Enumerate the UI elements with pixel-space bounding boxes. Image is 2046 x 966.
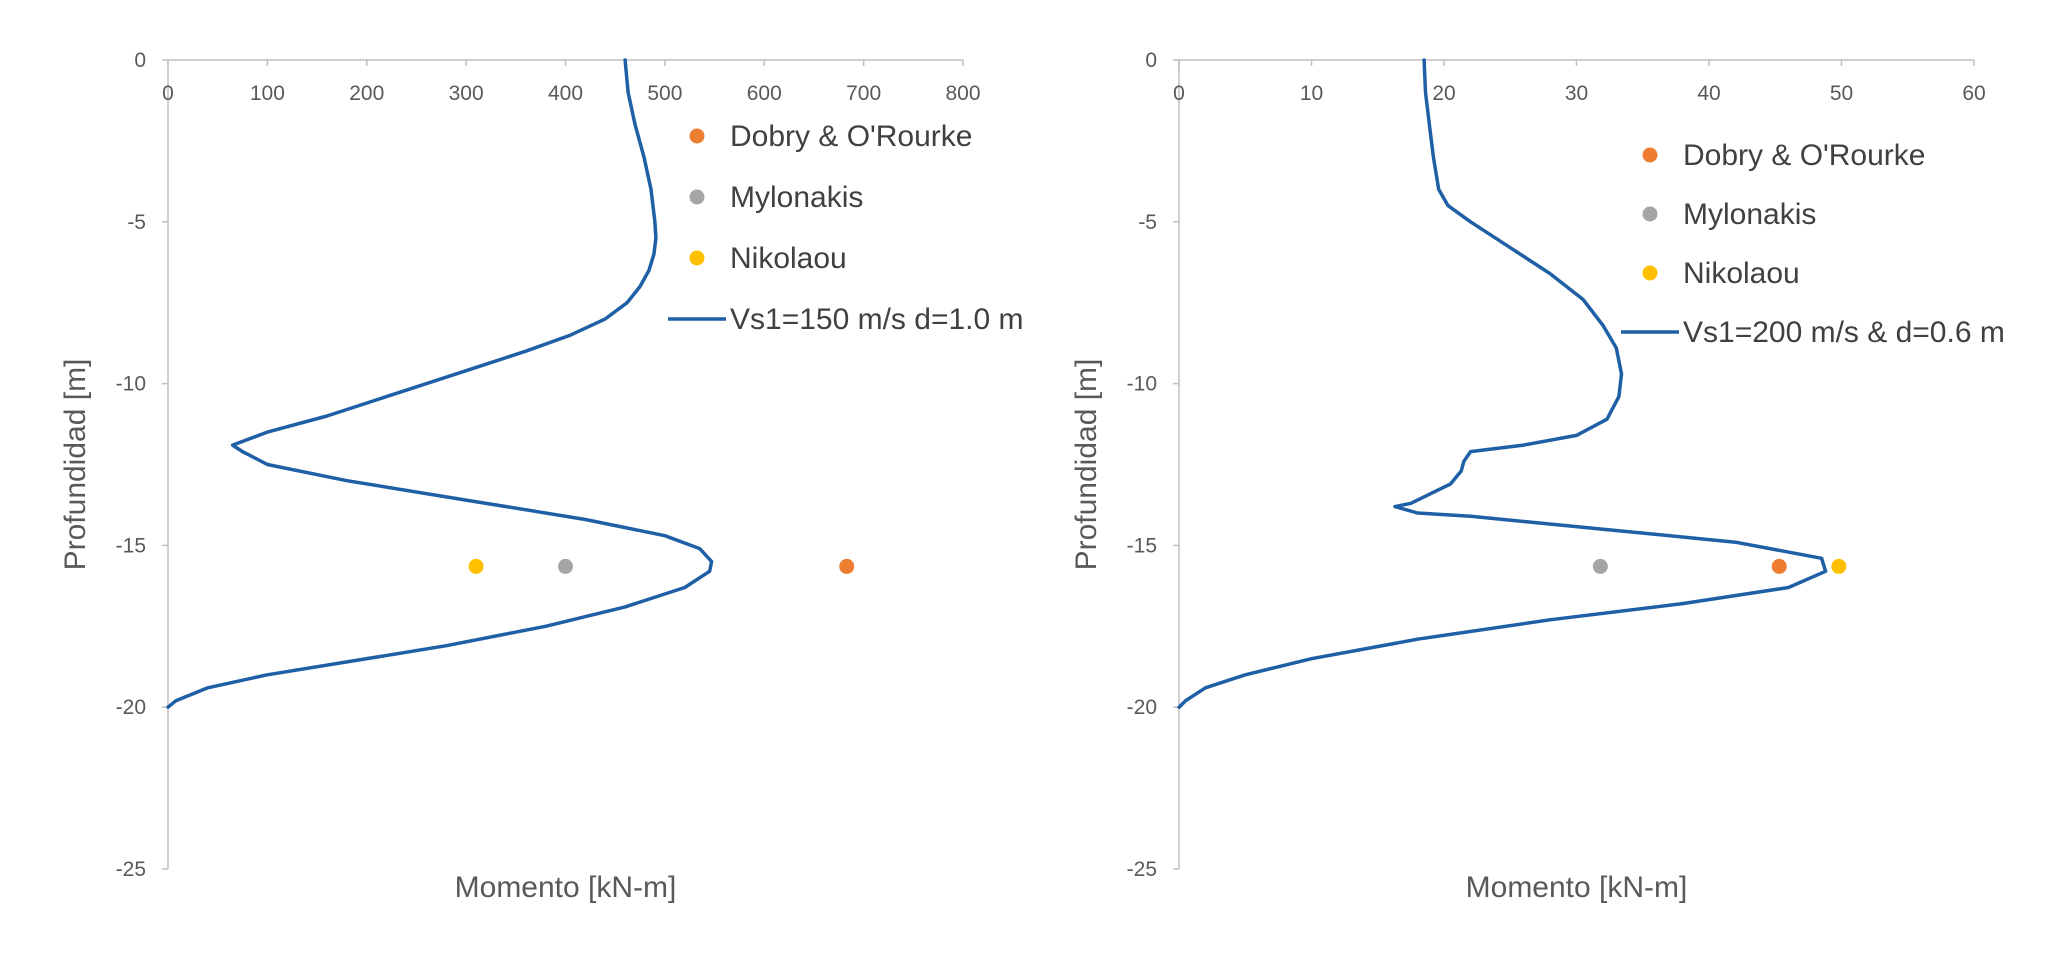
- x-tick-label: 10: [1300, 82, 1323, 105]
- x-tick-label: 20: [1432, 82, 1455, 105]
- x-tick-label: 300: [449, 82, 484, 105]
- y-tick-label: -20: [116, 696, 146, 719]
- x-tick-label: 700: [846, 82, 881, 105]
- y-tick-label: -20: [1127, 696, 1157, 719]
- y-tick-label: -25: [116, 858, 146, 881]
- legend-label: Mylonakis: [1683, 198, 1816, 231]
- legend-marker: [689, 189, 705, 205]
- legend-label: Vs1=200 m/s & d=0.6 m: [1683, 316, 2005, 349]
- y-tick-label: 0: [1145, 49, 1157, 72]
- data-point-2: [1592, 558, 1608, 574]
- x-tick-label: 40: [1697, 82, 1720, 105]
- legend-label: Dobry & O'Rourke: [730, 120, 972, 153]
- chart-1: 0 100 200 300 400 500 600 700 800 0 -5 -10 -15 -20 -25…: [59, 49, 1024, 904]
- x-tick-label: 100: [250, 82, 285, 105]
- data-point-2: [558, 558, 573, 574]
- chart-2: 0 10 20 30 40 50 60 0 -5 -10 -15 -20 -25 Momento [kN-…: [1070, 49, 2005, 904]
- data-point-3: [1831, 558, 1847, 574]
- x-tick-label: 800: [945, 82, 980, 105]
- series-line-1: [166, 58, 714, 709]
- y-tick-label: -10: [1127, 373, 1157, 396]
- legend: Dobry & O'Rourke Mylonakis Nikolaou Vs1=200…: [1621, 139, 2005, 349]
- y-tick-label: -5: [127, 211, 146, 234]
- y-axis-title: Profundidad [m]: [59, 359, 92, 571]
- x-tick-label: 30: [1565, 82, 1588, 105]
- x-tick-label: 200: [349, 82, 384, 105]
- data-point-1: [839, 558, 855, 574]
- x-tick-label: 60: [1962, 82, 1985, 105]
- data-point-1: [1771, 558, 1787, 574]
- legend-label: Dobry & O'Rourke: [1683, 139, 1925, 172]
- y-tick-label: -25: [1127, 858, 1157, 881]
- x-tick-label: 500: [647, 82, 682, 105]
- y-tick-label: -10: [116, 373, 146, 396]
- legend-marker: [1642, 206, 1658, 222]
- legend-label: Nikolaou: [730, 242, 847, 275]
- x-tick-label: 0: [1173, 82, 1185, 105]
- y-axis-title: Profundidad [m]: [1070, 359, 1103, 571]
- data-point-3: [468, 558, 484, 574]
- legend-label: Nikolaou: [1683, 257, 1800, 290]
- x-tick-label: 50: [1830, 82, 1853, 105]
- y-tick-label: 0: [134, 49, 146, 72]
- legend-marker: [1642, 265, 1658, 281]
- x-tick-label: 0: [162, 82, 174, 105]
- legend-label: Vs1=150 m/s d=1.0 m: [730, 303, 1024, 336]
- x-tick-label: 400: [548, 82, 583, 105]
- x-axis-title: Momento [kN-m]: [455, 871, 677, 904]
- y-tick-label: -15: [1127, 534, 1157, 557]
- legend-marker: [689, 128, 705, 144]
- legend-label: Mylonakis: [730, 181, 863, 214]
- legend: Dobry & O'Rourke Mylonakis Nikolaou Vs1=150…: [668, 120, 1024, 336]
- series-line-1: [1177, 58, 1828, 709]
- x-tick-label: 600: [747, 82, 782, 105]
- legend-marker: [1642, 147, 1658, 163]
- y-tick-label: -5: [1138, 211, 1157, 234]
- y-tick-label: -15: [116, 534, 146, 557]
- x-axis-title: Momento [kN-m]: [1466, 871, 1688, 904]
- legend-marker: [689, 250, 705, 266]
